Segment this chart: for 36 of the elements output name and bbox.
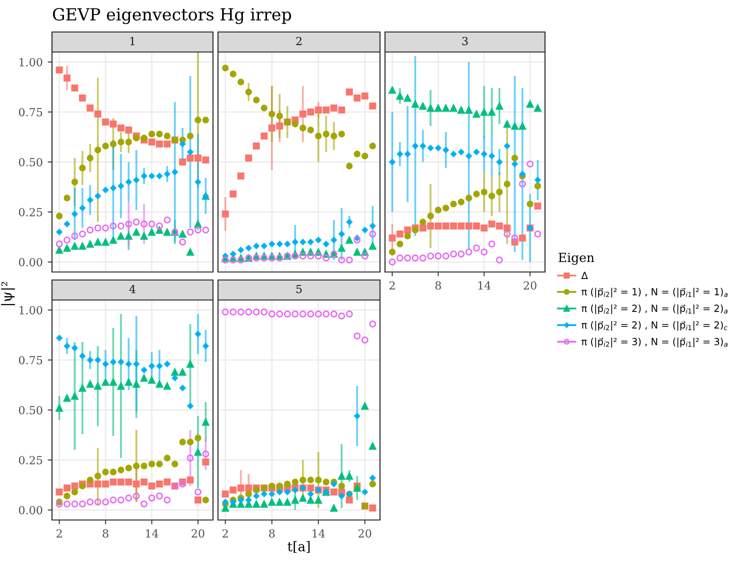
x-tick-label: 14	[312, 529, 325, 538]
y-tick-label: 0.50	[18, 158, 42, 166]
chart-title: GEVP eigenvectors Hg irrep	[52, 8, 292, 24]
y-tick-label: 0.00	[18, 258, 42, 266]
x-tick-label: 2	[56, 529, 62, 538]
x-tick-label: 14	[146, 529, 158, 538]
chart-subtitle: 3	[462, 36, 468, 46]
x-tick-label: 2	[389, 281, 395, 290]
chart-subtitle: 2	[296, 36, 302, 46]
y-tick-label: 1.00	[20, 306, 42, 314]
legend-label: Δ	[581, 272, 588, 279]
chart-subtitle: 5	[296, 284, 302, 294]
chart-subtitle: 4	[129, 284, 136, 294]
x-tick-label: 20	[358, 529, 372, 538]
y-tick-label: 0.25	[18, 456, 42, 464]
x-tick-label: 20	[524, 281, 536, 290]
legend-label: π (|p⃗$_{i2}$|² = 3) , N = (|p⃗$_{i1}$|² = 3)$_{a}$	[582, 338, 728, 348]
x-tick-label: 2	[222, 529, 228, 538]
x-tick-label: 20	[192, 529, 204, 538]
y-tick-label: 1.00	[20, 58, 42, 66]
chart-subtitle: 1	[130, 36, 134, 46]
x-tick-label: 8	[269, 529, 275, 538]
legend-title: Eigen	[558, 252, 594, 265]
legend-label: π (|p⃗$_{i2}$|² = 2) , N = (|p⃗$_{i1}$|² = 2)$_{a}$	[582, 304, 728, 314]
y-tick-label: 0.25	[18, 208, 42, 216]
x-tick-label: 8	[102, 529, 108, 538]
x-tick-label: 14	[478, 281, 491, 290]
legend-label: π (|p⃗$_{i2}$|² = 2) , N = (|p⃗$_{i1}$|² = 2)$_{c}$	[582, 321, 728, 331]
y-tick-label: 0.75	[18, 108, 42, 116]
y-tick-label: 0.75	[18, 356, 42, 364]
y-axis-title: |ψ|²	[1, 282, 15, 306]
x-tick-label: 8	[435, 281, 441, 290]
x-axis-title: t[a]	[288, 541, 310, 553]
y-tick-label: 0.50	[18, 406, 42, 414]
legend-label: π (|p⃗$_{i2}$|² = 1) , N = (|p⃗$_{i1}$|² = 1)$_{a}$	[582, 288, 728, 298]
y-tick-label: 0.00	[18, 506, 42, 514]
